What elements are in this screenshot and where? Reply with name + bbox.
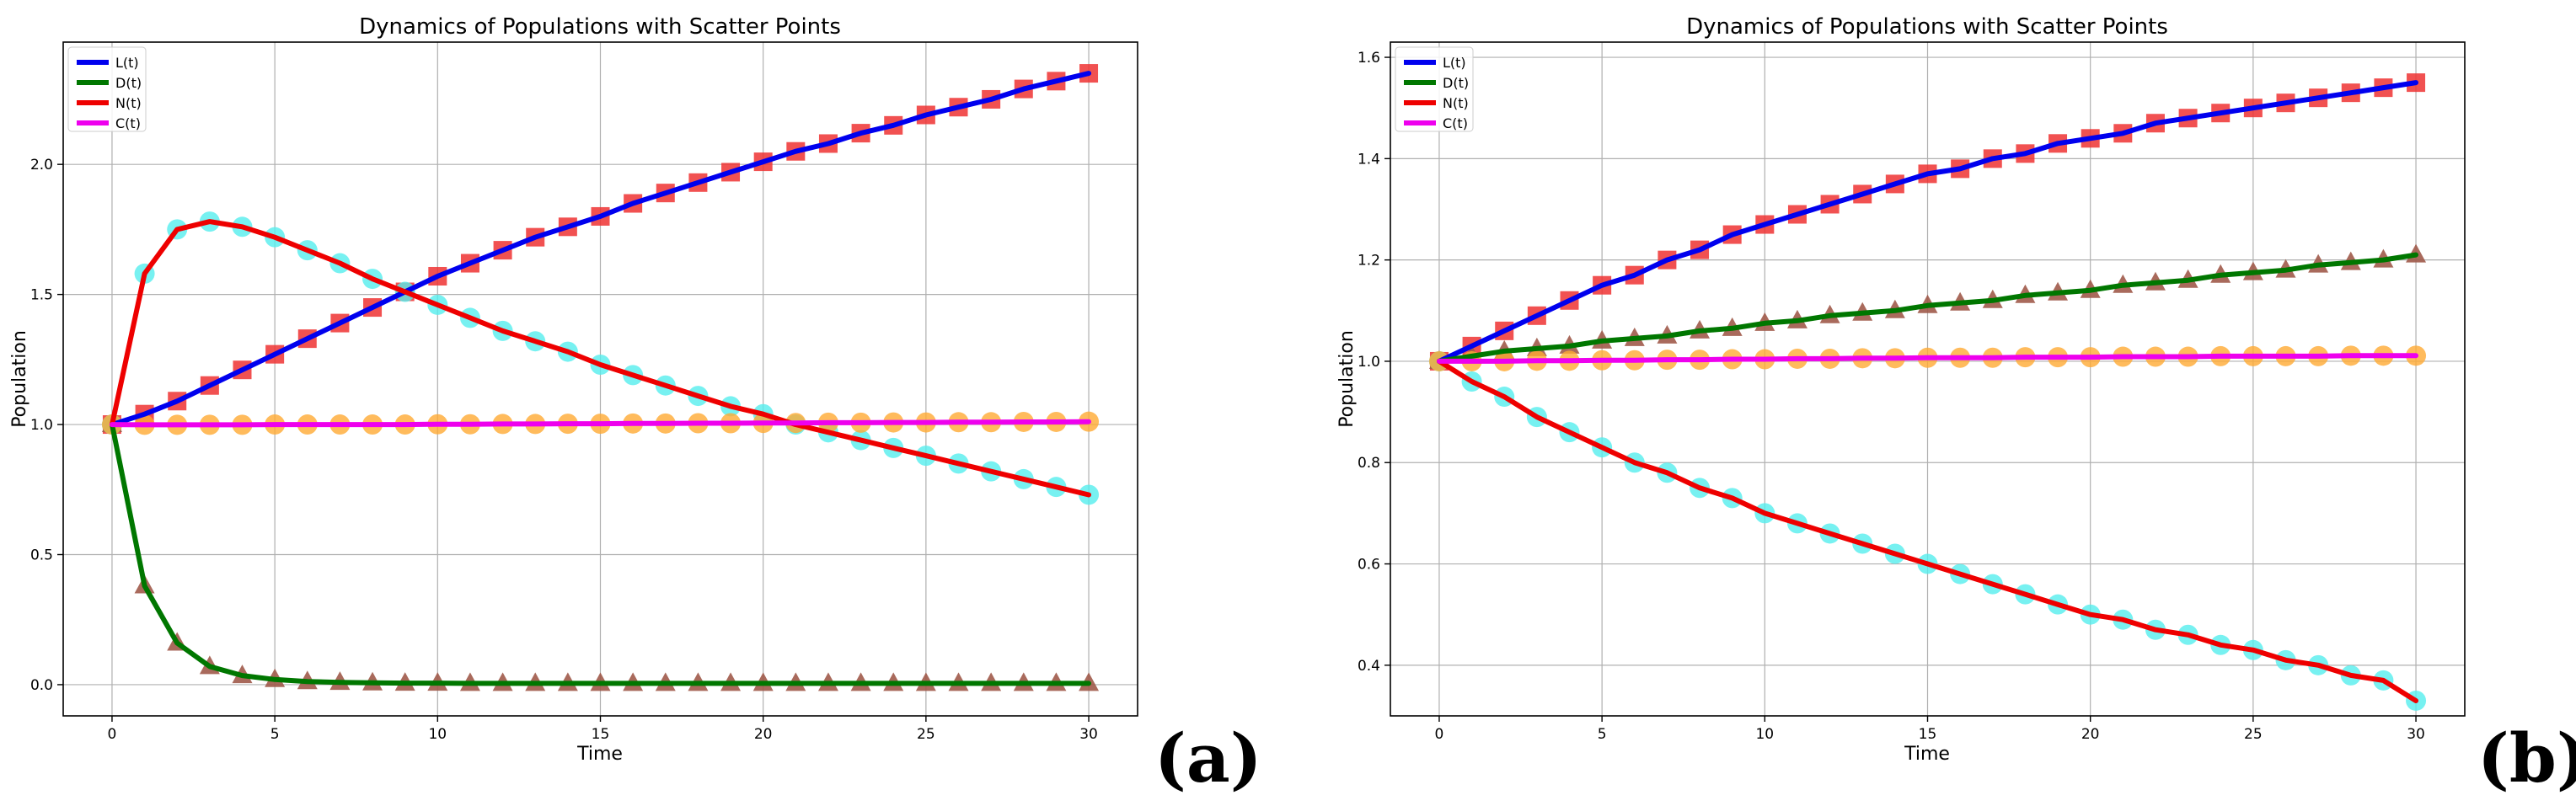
legend: L(t) D(t) N(t) C(t) <box>1395 46 1474 132</box>
legend-label-c: C(t) <box>115 115 141 131</box>
y-tick-label: 0.8 <box>1358 455 1380 472</box>
x-tick-label: 20 <box>754 726 773 743</box>
series-line-l <box>1437 80 2418 364</box>
series-layer <box>101 64 1100 691</box>
x-axis-ticks: 0 5 10 15 20 25 30 <box>1435 716 2425 743</box>
series-line-l <box>110 71 1091 428</box>
x-tick-label: 5 <box>1598 726 1607 743</box>
y-tick-label: 2.0 <box>30 157 53 173</box>
y-tick-label: 0.0 <box>30 677 53 694</box>
legend-label-l: L(t) <box>115 55 139 71</box>
x-tick-label: 10 <box>428 726 447 743</box>
y-tick-label: 0.6 <box>1358 557 1380 574</box>
x-axis-label: Time <box>576 744 623 765</box>
legend-label-n: N(t) <box>1443 95 1469 111</box>
x-axis-label: Time <box>1904 744 1950 765</box>
x-tick-label: 15 <box>592 726 610 743</box>
series-line-d <box>110 422 1091 686</box>
x-tick-label: 30 <box>2407 726 2425 743</box>
x-tick-label: 20 <box>2081 726 2100 743</box>
series-line-c <box>1437 353 2418 364</box>
legend-label-d: D(t) <box>115 75 142 91</box>
y-axis-label: Population <box>9 330 30 428</box>
y-tick-label: 1.2 <box>1358 253 1380 270</box>
series-lines <box>110 71 1091 686</box>
y-tick-label: 1.4 <box>1358 151 1380 168</box>
series-layer <box>1428 73 2427 711</box>
legend-label-d: D(t) <box>1443 75 1469 91</box>
legend: L(t) D(t) N(t) C(t) <box>67 46 147 132</box>
x-tick-label: 15 <box>1919 726 1937 743</box>
legend-label-c: C(t) <box>1443 115 1468 131</box>
y-tick-label: 1.6 <box>1358 50 1380 67</box>
series-line-n <box>1437 358 2418 703</box>
chart-title: Dynamics of Populations with Scatter Poi… <box>1686 14 2168 40</box>
x-tick-label: 5 <box>270 726 280 743</box>
y-axis-ticks: 0.0 0.5 1.0 1.5 2.0 <box>30 157 63 694</box>
legend-box <box>1395 46 1474 132</box>
chart-panel-a: 0 5 10 15 20 25 30 0.0 0.5 1.0 1.5 2.0 Dynamics of… <box>9 14 1262 798</box>
y-axis-label: Population <box>1336 330 1358 428</box>
legend-box <box>67 46 147 132</box>
x-tick-label: 0 <box>108 726 117 743</box>
series-lines <box>1437 80 2418 703</box>
panel-label-b: (b) <box>2477 718 2576 798</box>
x-tick-label: 25 <box>917 726 935 743</box>
x-tick-label: 0 <box>1435 726 1444 743</box>
series-line-n <box>110 219 1091 498</box>
y-tick-label: 1.0 <box>30 417 53 434</box>
chart-panel-b: 0 5 10 15 20 25 30 0.4 0.6 0.8 1.0 1.2 1.4 1.6 Dynam… <box>1336 14 2576 798</box>
panel-label-a: (a) <box>1154 718 1262 798</box>
y-tick-label: 1.0 <box>1358 354 1380 371</box>
x-tick-label: 25 <box>2244 726 2263 743</box>
y-axis-ticks: 0.4 0.6 0.8 1.0 1.2 1.4 1.6 <box>1358 50 1390 675</box>
series-line-c <box>110 419 1091 428</box>
chart-title: Dynamics of Populations with Scatter Poi… <box>359 14 841 40</box>
x-axis-ticks: 0 5 10 15 20 25 30 <box>108 716 1098 743</box>
y-tick-label: 0.4 <box>1358 658 1380 675</box>
y-tick-label: 0.5 <box>30 547 53 563</box>
y-tick-label: 1.5 <box>30 287 53 304</box>
legend-label-l: L(t) <box>1443 55 1466 71</box>
x-tick-label: 30 <box>1079 726 1098 743</box>
x-tick-label: 10 <box>1755 726 1774 743</box>
series-line-d <box>1437 252 2418 364</box>
legend-label-n: N(t) <box>115 95 142 111</box>
